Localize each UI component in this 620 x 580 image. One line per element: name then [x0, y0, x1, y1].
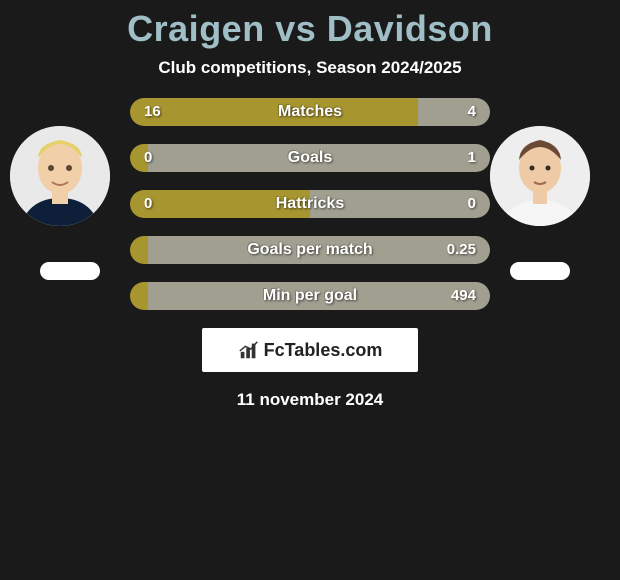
avatar-right — [490, 126, 590, 226]
infographic-root: Craigen vs Davidson Club competitions, S… — [0, 0, 620, 580]
player-right-illustration — [490, 126, 590, 226]
avatar-left — [10, 126, 110, 226]
stat-row: Hattricks0 0 — [130, 190, 490, 218]
stat-value-right: 4 — [468, 98, 476, 126]
date-label: 11 november 2024 — [0, 390, 620, 410]
branding-text: FcTables.com — [264, 340, 383, 361]
stat-value-left: 0 — [144, 144, 152, 172]
stat-row: Goals per match0.25 — [130, 236, 490, 264]
stat-row: Min per goal494 — [130, 282, 490, 310]
bar-chart-icon — [238, 339, 260, 361]
stat-label: Min per goal — [130, 282, 490, 310]
stat-label: Goals per match — [130, 236, 490, 264]
stat-value-left: 0 — [144, 190, 152, 218]
stat-value-right: 494 — [451, 282, 476, 310]
flag-right — [510, 262, 570, 280]
flag-left — [40, 262, 100, 280]
stat-value-left: 16 — [144, 98, 161, 126]
subtitle: Club competitions, Season 2024/2025 — [0, 58, 620, 78]
page-title: Craigen vs Davidson — [0, 8, 620, 50]
title-player-left: Craigen — [127, 8, 265, 49]
stats-bars: Matches164Goals01Hattricks00Goals per ma… — [130, 98, 490, 310]
title-player-right: Davidson — [327, 8, 493, 49]
stat-label: Goals — [130, 144, 490, 172]
stat-value-right: 0.25 — [447, 236, 476, 264]
stat-value-right: 1 — [468, 144, 476, 172]
stat-value-right: 0 — [468, 190, 476, 218]
player-left-illustration — [10, 126, 110, 226]
stat-row: Goals0 1 — [130, 144, 490, 172]
branding-badge: FcTables.com — [202, 328, 418, 372]
title-vs: vs — [275, 8, 316, 49]
stat-label: Hattricks — [130, 190, 490, 218]
stat-label: Matches — [130, 98, 490, 126]
stat-row: Matches16 4 — [130, 98, 490, 126]
